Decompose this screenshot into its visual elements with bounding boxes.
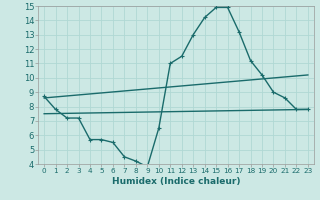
X-axis label: Humidex (Indice chaleur): Humidex (Indice chaleur) [112, 177, 240, 186]
